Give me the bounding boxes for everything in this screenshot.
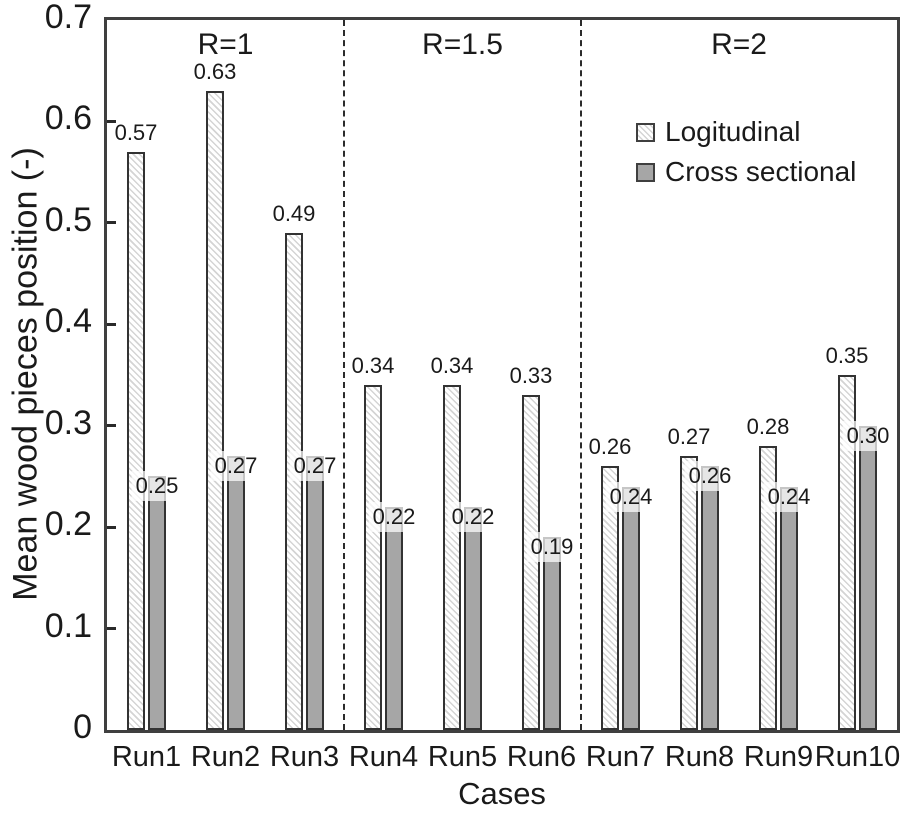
data-label-longitudinal-run5: 0.34 xyxy=(430,353,474,379)
legend: Logitudinal Cross sectional xyxy=(636,116,856,196)
section-title: R=1.5 xyxy=(422,28,503,61)
data-label-cross-sectional-run6: 0.19 xyxy=(526,532,578,563)
data-label-longitudinal-run2: 0.63 xyxy=(193,59,237,84)
x-tick-label: Run7 xyxy=(585,741,656,773)
data-label-cross-sectional-run5: 0.22 xyxy=(447,501,499,532)
y-tick xyxy=(107,525,116,529)
bar-longitudinal-run4 xyxy=(364,385,382,730)
bar-longitudinal-run10 xyxy=(838,375,856,730)
bar-cross-sectional-run10 xyxy=(859,425,877,730)
x-tick-label: Run1 xyxy=(111,741,182,773)
data-label-longitudinal-run4: 0.34 xyxy=(351,353,395,379)
y-tick xyxy=(107,627,116,631)
bar-cross-sectional-run9 xyxy=(780,486,798,730)
data-label-cross-sectional-run10: 0.30 xyxy=(842,420,894,451)
y-tick xyxy=(107,119,116,123)
legend-item-cross-sectional: Cross sectional xyxy=(636,156,856,188)
data-label-cross-sectional-run9: 0.24 xyxy=(763,481,815,512)
data-label-longitudinal-run1: 0.57 xyxy=(114,119,158,145)
data-label-cross-sectional-run1: 0.25 xyxy=(131,471,183,502)
bar-cross-sectional-run6 xyxy=(543,537,561,730)
x-axis-title: Cases xyxy=(458,776,546,811)
y-tick-label: 0 xyxy=(73,708,92,746)
data-label-longitudinal-run6: 0.33 xyxy=(509,363,553,389)
section-divider xyxy=(343,20,345,730)
data-label-longitudinal-run10: 0.35 xyxy=(825,343,869,368)
x-tick-label: Run2 xyxy=(190,741,261,773)
bar-cross-sectional-run1 xyxy=(148,476,166,730)
bar-cross-sectional-run8 xyxy=(701,466,719,730)
y-tick-label: 0.4 xyxy=(44,302,92,341)
data-label-longitudinal-run7: 0.26 xyxy=(588,434,632,460)
section-divider xyxy=(580,20,582,730)
cross-sectional-swatch-icon xyxy=(636,162,655,182)
x-tick-label: Run8 xyxy=(664,741,735,773)
y-tick xyxy=(107,424,116,428)
data-label-cross-sectional-run7: 0.24 xyxy=(605,481,657,512)
x-tick-label: Run3 xyxy=(269,741,340,773)
x-tick-label: Run9 xyxy=(743,741,814,773)
y-tick-label: 0.2 xyxy=(44,505,92,544)
data-label-longitudinal-run3: 0.49 xyxy=(272,201,316,226)
x-tick-label: Run10 xyxy=(814,741,901,773)
data-label-cross-sectional-run2: 0.27 xyxy=(210,451,262,482)
bar-longitudinal-run8 xyxy=(680,456,698,730)
bar-cross-sectional-run3 xyxy=(306,456,324,730)
bar-cross-sectional-run2 xyxy=(227,456,245,730)
y-tick xyxy=(107,221,116,225)
bar-longitudinal-run7 xyxy=(601,466,619,730)
y-tick-label: 0.1 xyxy=(44,606,92,645)
bar-cross-sectional-run4 xyxy=(385,506,403,730)
y-tick-label: 0.3 xyxy=(44,403,92,442)
legend-label-cross-sectional: Cross sectional xyxy=(665,156,857,187)
section-title: R=2 xyxy=(711,28,767,61)
data-label-longitudinal-run8: 0.27 xyxy=(667,424,711,450)
data-label-cross-sectional-run8: 0.26 xyxy=(684,461,736,492)
bar-cross-sectional-run7 xyxy=(622,486,640,730)
y-tick-label: 0.5 xyxy=(44,200,92,239)
data-label-cross-sectional-run4: 0.22 xyxy=(368,501,420,532)
longitudinal-swatch-icon xyxy=(636,122,655,142)
bar-longitudinal-run2 xyxy=(206,91,224,730)
y-tick xyxy=(107,322,116,326)
bar-longitudinal-run5 xyxy=(443,385,461,730)
plot-area: Logitudinal Cross sectional R=1 R=1.5 R=2 0… xyxy=(104,17,900,733)
legend-label-longitudinal: Logitudinal xyxy=(665,116,801,147)
x-tick-label: Run6 xyxy=(506,741,577,773)
bar-longitudinal-run6 xyxy=(522,395,540,730)
x-tick-label: Run5 xyxy=(427,741,498,773)
legend-item-longitudinal: Logitudinal xyxy=(636,116,856,148)
x-tick-label: Run4 xyxy=(348,741,419,773)
bar-cross-sectional-run5 xyxy=(464,506,482,730)
bar-longitudinal-run9 xyxy=(759,446,777,730)
data-label-cross-sectional-run3: 0.27 xyxy=(289,451,341,482)
section-title: R=1 xyxy=(197,28,254,61)
y-tick-label: 0.7 xyxy=(44,0,92,36)
bar-longitudinal-run3 xyxy=(285,233,303,730)
y-tick-label: 0.6 xyxy=(44,99,92,138)
bar-longitudinal-run1 xyxy=(127,151,145,730)
data-label-longitudinal-run9: 0.28 xyxy=(746,414,790,439)
